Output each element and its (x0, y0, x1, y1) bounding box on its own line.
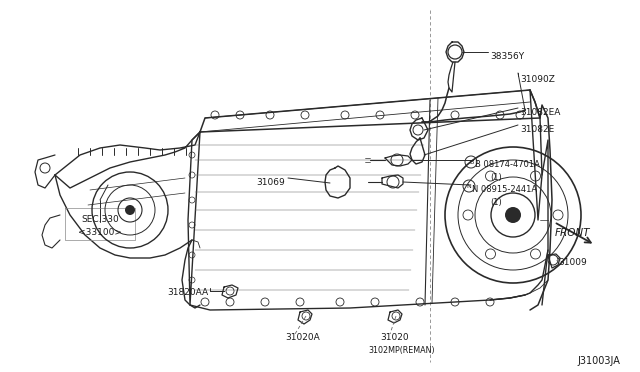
Circle shape (505, 207, 521, 223)
Text: 31090Z: 31090Z (520, 75, 555, 84)
Text: 31082EA: 31082EA (520, 108, 561, 117)
Text: (1): (1) (490, 198, 502, 207)
Text: B: B (469, 160, 473, 164)
Text: 38356Y: 38356Y (490, 52, 524, 61)
Text: 31069: 31069 (256, 178, 285, 187)
Circle shape (125, 205, 135, 215)
Text: 3102MP(REMAN): 3102MP(REMAN) (368, 346, 435, 355)
Text: <33100>: <33100> (78, 228, 122, 237)
Text: FRONT: FRONT (555, 228, 591, 238)
Text: (1): (1) (490, 173, 502, 182)
Text: N 08915-2441A: N 08915-2441A (472, 185, 537, 194)
Text: J31003JA: J31003JA (577, 356, 620, 366)
Text: 31082E: 31082E (520, 125, 554, 134)
Text: 31020A: 31020A (285, 333, 320, 342)
Text: SEC.330: SEC.330 (81, 215, 119, 224)
Text: 31009: 31009 (558, 258, 587, 267)
Text: B 08174-4701A: B 08174-4701A (475, 160, 540, 169)
Text: 31820AA: 31820AA (167, 288, 208, 297)
Text: 31020: 31020 (380, 333, 408, 342)
Text: N: N (467, 183, 472, 189)
